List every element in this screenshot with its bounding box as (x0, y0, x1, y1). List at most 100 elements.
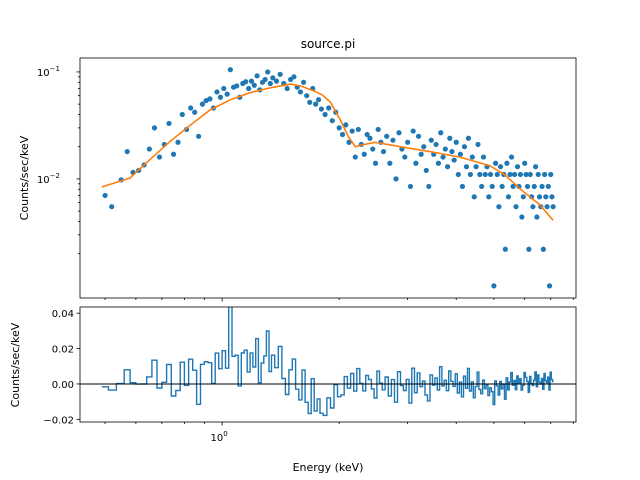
data-point (380, 148, 387, 155)
data-point (243, 79, 249, 85)
data-point (524, 183, 531, 190)
data-point (109, 204, 115, 210)
data-point (487, 171, 494, 178)
data-point (540, 246, 546, 252)
data-point (175, 139, 181, 145)
data-point (526, 246, 532, 252)
data-point (146, 146, 152, 152)
data-point (343, 122, 349, 128)
data-point (387, 160, 393, 166)
data-point (170, 151, 177, 157)
data-point (505, 194, 512, 200)
data-point (265, 69, 271, 75)
data-point (273, 78, 280, 84)
data-point (166, 120, 172, 127)
data-point (221, 85, 227, 92)
data-point (277, 71, 283, 77)
data-point (522, 160, 528, 166)
data-point (390, 137, 396, 143)
data-point (270, 75, 276, 81)
data-point (393, 176, 399, 182)
data-point (536, 194, 543, 200)
y-tick-label: 0.02 (52, 345, 74, 356)
data-point (492, 160, 499, 166)
top-axes-frame (79, 57, 577, 299)
data-point (480, 154, 487, 160)
data-point (494, 171, 500, 178)
data-point (339, 131, 346, 138)
data-point (336, 125, 342, 131)
bottom-y-axis-label: Counts/sec/keV (9, 322, 22, 407)
data-point (297, 89, 304, 95)
data-point (511, 171, 518, 178)
data-point (543, 194, 549, 200)
data-point (413, 160, 419, 166)
data-point (372, 160, 379, 166)
data-point (550, 204, 556, 210)
data-point (548, 171, 554, 178)
data-point (410, 128, 416, 134)
data-point (435, 160, 442, 166)
data-point (444, 164, 451, 170)
data-point (532, 164, 539, 170)
data-point (384, 133, 390, 139)
data-point (520, 194, 526, 200)
data-point (421, 144, 427, 150)
spectrum-axes: 10−210−1 (37, 57, 577, 302)
data-point (300, 79, 307, 85)
y-tick-label: 0.04 (52, 309, 74, 320)
data-point (322, 111, 328, 118)
data-point (519, 214, 525, 220)
data-point (440, 154, 446, 160)
data-point (491, 283, 497, 289)
data-point (407, 183, 414, 190)
data-point (461, 144, 468, 150)
data-point (307, 99, 313, 105)
data-point (188, 105, 194, 111)
data-point (455, 171, 461, 178)
data-point (504, 160, 510, 166)
data-point (355, 126, 361, 133)
data-point (539, 183, 545, 190)
data-point (447, 135, 453, 141)
data-point (267, 80, 273, 87)
data-point (514, 164, 521, 170)
data-point (349, 128, 355, 134)
data-point (192, 109, 198, 115)
data-point (329, 118, 335, 124)
data-point (248, 78, 255, 84)
data-point (467, 171, 473, 178)
data-point (364, 131, 370, 138)
residual-axes: 100−0.020.000.020.04 (43, 306, 577, 444)
data-point (496, 204, 502, 210)
data-point (405, 139, 411, 145)
data-point (482, 171, 488, 178)
data-point (262, 76, 268, 83)
data-point (352, 154, 358, 160)
data-point (217, 94, 224, 100)
model-line (101, 83, 554, 221)
x-axis-label: Energy (keV) (293, 461, 364, 474)
data-point (510, 183, 516, 190)
y-tick-label: 0.00 (52, 380, 74, 391)
data-point (523, 171, 529, 178)
residual-line (101, 307, 554, 417)
data-point (196, 133, 202, 139)
data-point (486, 194, 492, 200)
data-point (433, 141, 439, 148)
data-point (370, 146, 376, 152)
data-point (318, 106, 324, 112)
data-point (471, 194, 477, 200)
data-point (502, 246, 508, 252)
data-point (479, 183, 485, 190)
chart-title: source.pi (301, 37, 356, 51)
data-point (477, 171, 483, 178)
data-series (101, 67, 556, 289)
data-point (179, 111, 185, 118)
data-point (451, 157, 457, 163)
y-tick-label: −0.02 (43, 415, 74, 426)
data-point (475, 141, 481, 148)
data-point (423, 167, 429, 174)
data-point (207, 96, 213, 102)
